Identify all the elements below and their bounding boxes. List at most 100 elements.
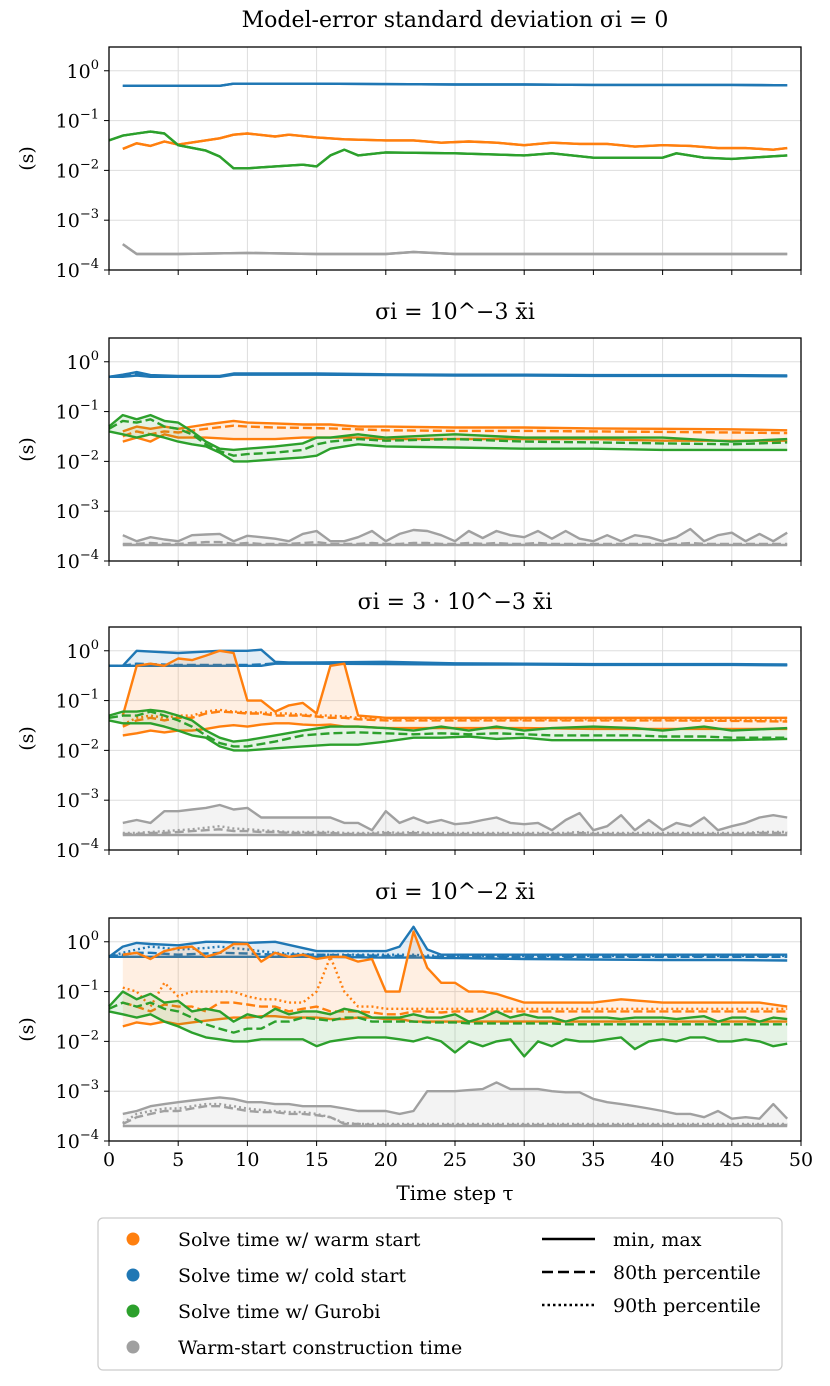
y-tick-label: 10−1 — [56, 688, 99, 713]
subplot-title: Model-error standard deviation σi = 0 — [242, 8, 669, 33]
range-band — [122, 650, 788, 736]
series-line-max — [108, 130, 788, 170]
y-axis-label: (s) — [16, 146, 38, 171]
series-warm-start-construction-time — [122, 803, 788, 837]
x-tick-label: 15 — [305, 1149, 329, 1171]
series-line-max — [122, 82, 788, 87]
x-tick-label: 10 — [235, 1149, 259, 1171]
y-tick-label: 10−1 — [56, 979, 99, 1004]
series-line-max — [108, 925, 788, 958]
y-tick-label: 100 — [67, 638, 99, 663]
y-tick-label: 10−2 — [56, 737, 99, 762]
series-line-min — [109, 955, 788, 962]
y-tick-label: 10−1 — [56, 399, 99, 424]
y-tick-label: 100 — [67, 929, 99, 954]
y-tick-label: 10−3 — [56, 787, 99, 812]
y-tick-label: 10−3 — [56, 498, 99, 523]
series-line-p80 — [122, 540, 788, 546]
legend-label: Solve time w/ cold start — [178, 1265, 406, 1287]
y-axis-label: (s) — [16, 726, 38, 751]
legend-style-label: 90th percentile — [613, 1295, 761, 1317]
range-band — [122, 931, 788, 1027]
legend-marker — [126, 1268, 140, 1282]
series-line-p90 — [122, 955, 788, 1010]
y-tick-label: 100 — [67, 58, 99, 83]
series-line-p80 — [108, 951, 788, 958]
y-tick-label: 10−2 — [56, 157, 99, 182]
series-line-p80 — [122, 424, 788, 438]
subplot-2: σi = 10^−3 x̄i 100 10−1 10−2 10−3 10−4 (s) — [16, 300, 802, 573]
series-line-max — [122, 930, 788, 1008]
series-solve-time-w-cold-start — [122, 82, 788, 87]
x-tick-label: 50 — [789, 1149, 813, 1171]
legend-label: Solve time w/ Gurobi — [178, 1301, 380, 1323]
y-tick-label: 10−2 — [56, 1028, 99, 1053]
series-line-min — [108, 1010, 788, 1058]
y-axis-label: (s) — [16, 437, 38, 462]
x-axis-label: Time step τ — [396, 1181, 513, 1205]
legend-style-label: 80th percentile — [613, 1262, 761, 1284]
range-band — [109, 709, 788, 751]
series-line-min — [122, 433, 788, 443]
series-line-max — [108, 708, 788, 743]
y-tick-label: 10−4 — [56, 1128, 99, 1153]
legend-marker — [126, 1232, 140, 1246]
series-solve-time-w-gurobi — [108, 130, 788, 170]
legend-label: Solve time w/ warm start — [178, 1229, 421, 1251]
subplot-title: σi = 10^−2 x̄i — [375, 880, 535, 905]
series-line-max — [108, 990, 788, 1023]
y-tick-label: 10−4 — [56, 837, 99, 862]
series-warm-start-construction-time — [122, 243, 788, 256]
series-warm-start-construction-time — [122, 1081, 789, 1128]
subplot-1: Model-error standard deviation σi = 0 100… — [16, 8, 802, 282]
series-solve-time-w-warm-start — [122, 132, 788, 151]
x-tick-label: 45 — [720, 1149, 744, 1171]
x-tick-label: 20 — [374, 1149, 398, 1171]
y-tick-label: 10−3 — [56, 1078, 99, 1103]
subplot-title: σi = 10^−3 x̄i — [375, 300, 535, 325]
y-tick-label: 10−1 — [56, 108, 99, 133]
series-line-p80 — [108, 1001, 788, 1034]
series-solve-time-w-cold-start — [108, 925, 788, 962]
legend-label: Warm-start construction time — [178, 1337, 462, 1359]
series-line-max — [122, 1081, 789, 1120]
series-line-p80 — [108, 710, 788, 748]
legend-marker — [126, 1340, 140, 1354]
series-line-max — [122, 527, 788, 543]
legend-frame — [97, 1217, 783, 1371]
series-warm-start-construction-time — [122, 527, 788, 547]
x-tick-label: 30 — [512, 1149, 536, 1171]
subplot-3: σi = 3 · 10^−3 x̄i 100 10−1 10−2 10−3 10−4 (s) — [16, 590, 802, 862]
range-band — [109, 991, 788, 1057]
x-tick-label: 25 — [443, 1149, 467, 1171]
y-tick-label: 10−2 — [56, 448, 99, 473]
range-band — [122, 805, 788, 835]
y-tick-label: 10−4 — [56, 257, 99, 282]
series-solve-time-w-gurobi — [108, 708, 788, 752]
x-tick-label: 0 — [103, 1149, 115, 1171]
y-tick-label: 10−4 — [56, 548, 99, 573]
series-line-p80 — [122, 710, 788, 728]
subplot-4: σi = 10^−2 x̄i 0 5 10 15 20 25 30 35 40 45 50 100 10−… — [16, 880, 813, 1171]
y-tick-label: 100 — [67, 349, 99, 374]
series-line-min — [108, 430, 788, 463]
series-line-p80 — [108, 418, 788, 457]
series-solve-time-w-gurobi — [108, 413, 788, 463]
series-line-max — [122, 803, 788, 832]
series-line-max — [122, 132, 788, 151]
series-solve-time-w-gurobi — [108, 990, 788, 1058]
series-line-p80 — [108, 372, 788, 378]
series-line-p90 — [122, 825, 788, 835]
y-tick-label: 10−3 — [56, 207, 99, 232]
series-line-max — [122, 243, 788, 256]
range-band — [109, 131, 788, 169]
legend-style-label: min, max — [613, 1229, 702, 1251]
series-solve-time-w-cold-start — [108, 370, 788, 378]
legend-marker — [126, 1304, 140, 1318]
subplot-title: σi = 3 · 10^−3 x̄i — [358, 590, 553, 615]
legend: Solve time w/ warm start Solve time w/ co… — [97, 1217, 783, 1371]
y-axis-label: (s) — [16, 1017, 38, 1042]
series-line-min — [108, 719, 788, 752]
series-line-min — [108, 130, 788, 170]
